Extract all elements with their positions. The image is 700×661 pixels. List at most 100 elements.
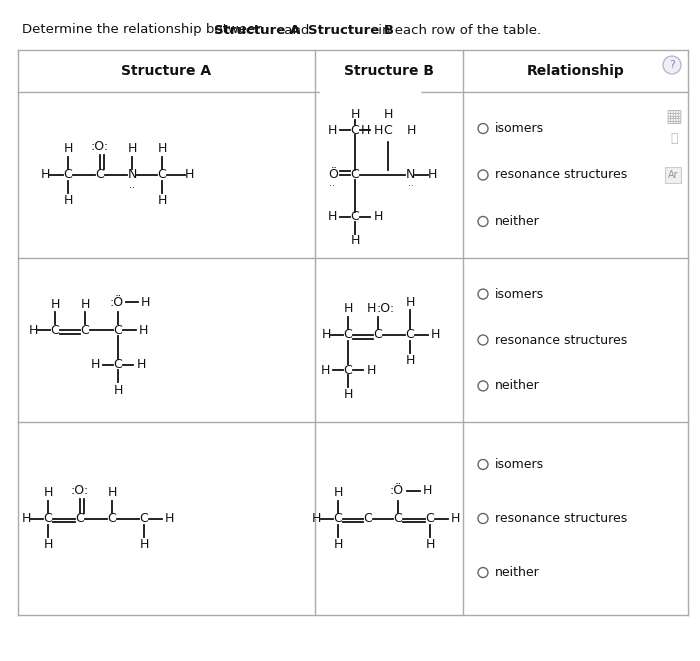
Text: H: H — [28, 323, 38, 336]
Text: C: C — [344, 329, 352, 342]
Circle shape — [663, 56, 681, 74]
Text: N: N — [405, 169, 414, 182]
Text: in each row of the table.: in each row of the table. — [374, 24, 541, 36]
Text: isomers: isomers — [495, 458, 544, 471]
Text: H: H — [41, 169, 50, 182]
Text: H: H — [21, 512, 31, 525]
Text: :Ö: :Ö — [390, 484, 404, 497]
Text: neither: neither — [495, 566, 540, 579]
Text: H: H — [321, 364, 330, 377]
Text: H: H — [343, 389, 353, 401]
Text: H: H — [127, 143, 136, 155]
Text: H: H — [384, 108, 393, 120]
Text: isomers: isomers — [495, 288, 544, 301]
Text: :O:: :O: — [377, 303, 395, 315]
Text: :O:: :O: — [71, 484, 89, 497]
Text: H: H — [312, 512, 321, 525]
Text: H: H — [43, 538, 52, 551]
Text: H: H — [321, 329, 330, 342]
Text: :O:: :O: — [91, 141, 109, 153]
Text: H: H — [90, 358, 99, 371]
Text: C: C — [76, 512, 85, 525]
Text: H: H — [333, 538, 343, 551]
Text: H: H — [139, 538, 148, 551]
Text: H: H — [366, 303, 376, 315]
Text: H: H — [164, 512, 174, 525]
Text: C: C — [363, 512, 372, 525]
Text: H: H — [63, 194, 73, 208]
Text: C: C — [158, 169, 167, 182]
Text: C: C — [43, 512, 52, 525]
Text: C: C — [344, 364, 352, 377]
Text: H: H — [450, 512, 460, 525]
Text: C: C — [405, 329, 414, 342]
Text: H: H — [426, 538, 435, 551]
Text: H: H — [328, 210, 337, 223]
Text: Structure A: Structure A — [214, 24, 300, 36]
Text: H: H — [136, 358, 146, 371]
Text: H: H — [350, 235, 360, 247]
Text: resonance structures: resonance structures — [495, 512, 627, 525]
Text: Relationship: Relationship — [526, 64, 624, 78]
Text: H: H — [373, 210, 383, 223]
Text: Structure B: Structure B — [344, 64, 434, 78]
Text: C: C — [108, 512, 116, 525]
Text: ?: ? — [669, 60, 675, 70]
Text: H: H — [184, 169, 194, 182]
Text: H: H — [430, 329, 440, 342]
Text: ▦: ▦ — [666, 108, 682, 126]
Text: H: H — [405, 295, 414, 309]
Text: H: H — [328, 124, 337, 137]
Text: H: H — [50, 297, 60, 311]
Text: C: C — [64, 169, 72, 182]
Text: C: C — [384, 124, 393, 137]
Text: H: H — [343, 303, 353, 315]
Text: Structure B: Structure B — [308, 24, 394, 36]
Text: C: C — [393, 512, 402, 525]
Text: H: H — [406, 124, 416, 137]
Text: H: H — [158, 194, 167, 208]
Text: :Ö: :Ö — [110, 295, 124, 309]
Text: C: C — [113, 358, 122, 371]
Text: C: C — [96, 169, 104, 182]
Text: C: C — [80, 323, 90, 336]
Text: H: H — [80, 297, 90, 311]
Text: Determine the relationship between: Determine the relationship between — [22, 24, 268, 36]
Text: and: and — [281, 24, 314, 36]
Text: Ö: Ö — [328, 169, 338, 182]
Text: H: H — [427, 169, 437, 182]
Text: neither: neither — [495, 215, 540, 228]
Text: neither: neither — [495, 379, 540, 393]
Text: ..: .. — [129, 180, 135, 190]
Text: N: N — [127, 169, 136, 182]
Text: H: H — [405, 354, 414, 368]
Text: H: H — [360, 124, 370, 137]
Text: isomers: isomers — [495, 122, 544, 135]
Text: C: C — [351, 124, 359, 137]
Text: C: C — [351, 169, 359, 182]
Text: C: C — [113, 323, 122, 336]
Text: H: H — [107, 486, 117, 499]
Text: H: H — [140, 295, 150, 309]
Text: H: H — [333, 486, 343, 499]
Text: resonance structures: resonance structures — [495, 334, 627, 346]
Text: C: C — [374, 329, 382, 342]
Text: ..: .. — [408, 180, 414, 188]
Text: resonance structures: resonance structures — [495, 169, 627, 182]
Text: H: H — [366, 364, 376, 377]
Text: H: H — [113, 383, 122, 397]
Text: H: H — [422, 484, 432, 497]
Text: ..: .. — [329, 178, 335, 188]
Text: H: H — [43, 486, 52, 499]
Text: C: C — [351, 210, 359, 223]
Text: H: H — [373, 124, 383, 137]
Text: H: H — [158, 143, 167, 155]
Text: H: H — [63, 143, 73, 155]
Text: Structure A: Structure A — [121, 64, 211, 78]
Text: C: C — [139, 512, 148, 525]
Text: Ar: Ar — [668, 170, 678, 180]
Text: C: C — [334, 512, 342, 525]
Text: 📊: 📊 — [671, 132, 678, 145]
Text: C: C — [50, 323, 60, 336]
Text: H: H — [139, 323, 148, 336]
